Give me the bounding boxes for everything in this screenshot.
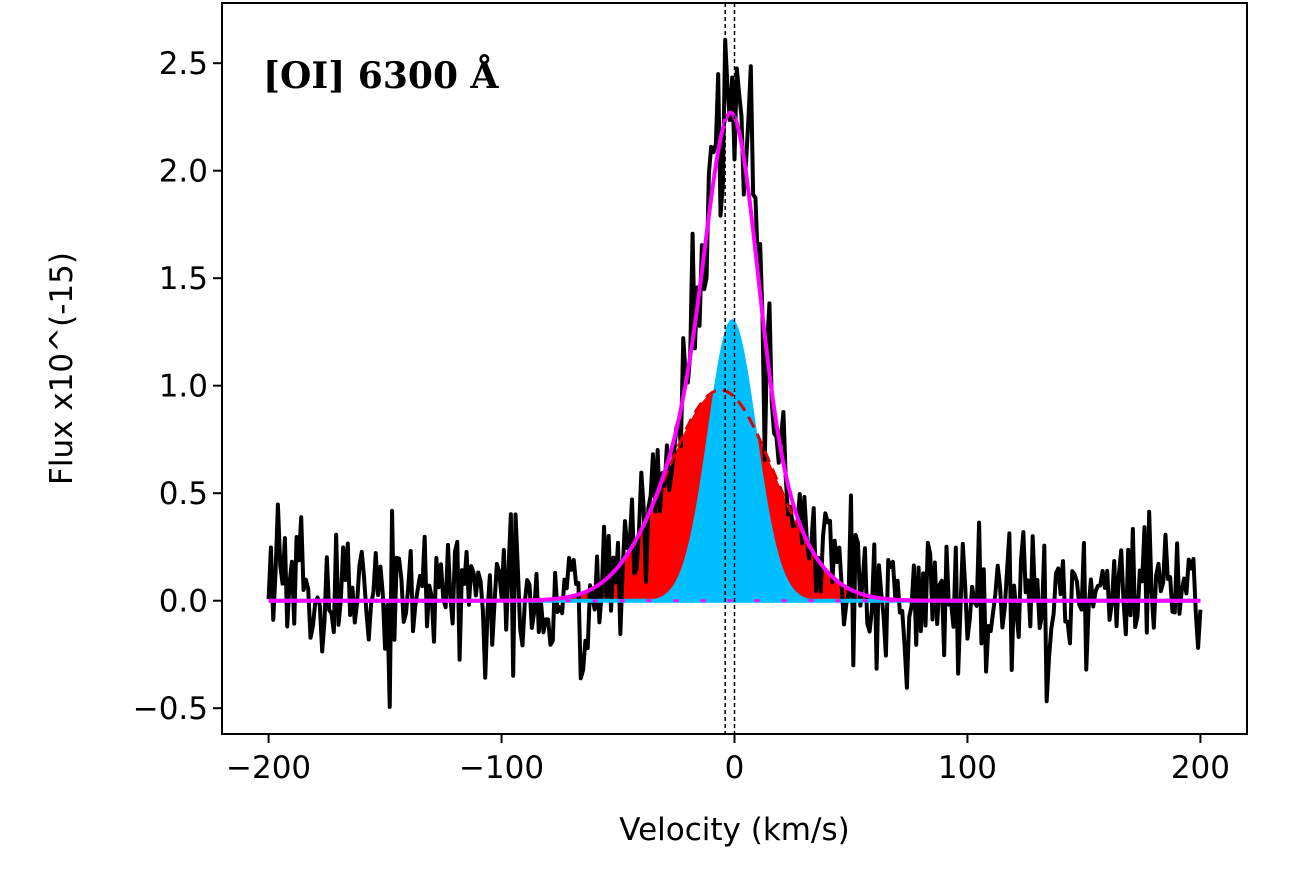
- y-tick-label: 1.0: [159, 369, 208, 405]
- x-tick-label: −100: [459, 750, 544, 786]
- x-axis-title: Velocity (km/s): [619, 812, 849, 848]
- y-axis-title: Flux x10^(-15): [44, 252, 80, 485]
- x-tick-label: 100: [938, 750, 997, 786]
- line-annotation: [OI] 6300 Å: [263, 55, 500, 97]
- x-tick-label: 0: [725, 750, 745, 786]
- y-tick-label: 0.5: [159, 476, 208, 512]
- x-tick-label: 200: [1171, 750, 1230, 786]
- y-tick-label: 0.0: [159, 584, 208, 620]
- axis-ticks: −200 −100 0 100 200 −0.5 0.0 0.5 1.0 1.5 2.0 2.5: [133, 46, 1230, 786]
- y-tick-label: 2.0: [159, 154, 208, 190]
- y-tick-label: 2.5: [159, 46, 208, 82]
- y-tick-label: −0.5: [133, 691, 208, 727]
- y-tick-label: 1.5: [159, 261, 208, 297]
- x-tick-label: −200: [226, 750, 311, 786]
- reference-lines: [724, 3, 736, 734]
